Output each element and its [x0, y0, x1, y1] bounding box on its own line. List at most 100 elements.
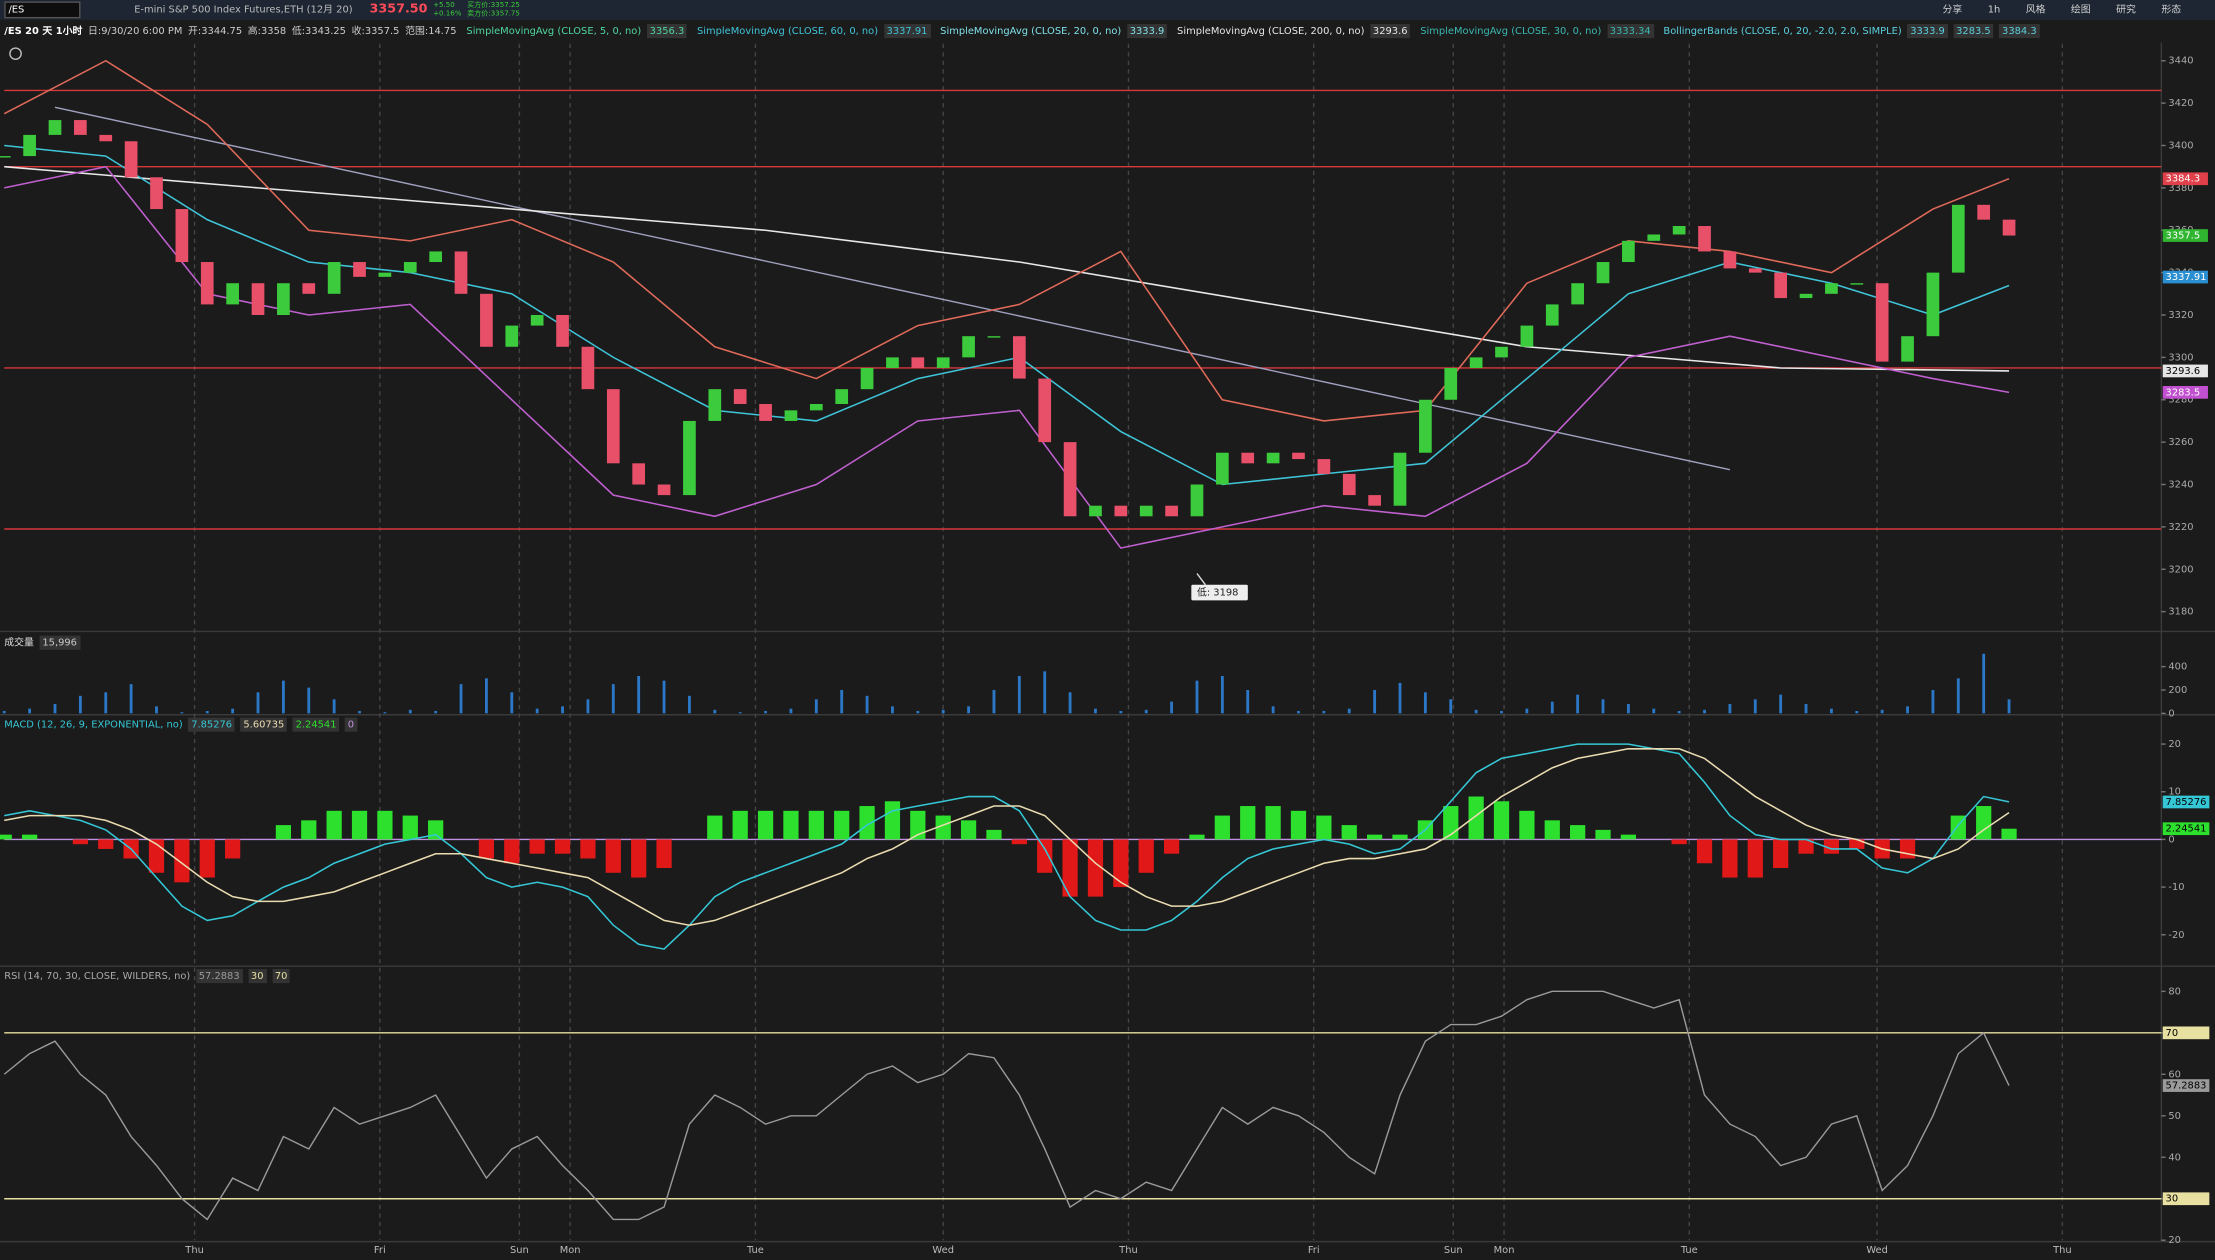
toolbar-button[interactable]: 风格 — [2025, 4, 2046, 16]
study-value: 3293.6 — [1370, 24, 1411, 39]
volume-bar — [535, 708, 539, 714]
candle — [1266, 452, 1280, 464]
study-value: 3337.91 — [883, 24, 931, 39]
volume-bar — [713, 709, 717, 714]
volume-bar — [510, 692, 514, 714]
readout: 7.85276 — [188, 717, 235, 732]
volume-bar — [688, 695, 691, 714]
toolbar-button[interactable]: 绘图 — [2070, 4, 2091, 16]
volume-bar — [586, 699, 590, 714]
toolbar-button[interactable]: 分享 — [1942, 4, 1963, 16]
volume-bar — [764, 711, 767, 714]
histogram-bar — [1037, 839, 1053, 873]
volume-bar — [967, 706, 970, 714]
stat: 日:9/30/20 6:00 PM — [88, 25, 183, 37]
toolbar-button[interactable]: 研究 — [2116, 4, 2136, 16]
histogram-bar — [808, 810, 824, 840]
volume-bar — [1626, 703, 1630, 714]
indicator-line — [4, 165, 2010, 549]
candle — [1799, 293, 1813, 299]
volume-bar — [941, 709, 945, 714]
candle — [0, 156, 11, 158]
histogram-bar — [1849, 839, 1865, 849]
histogram-bar — [1113, 839, 1129, 888]
price-tag — [2162, 385, 2208, 399]
volume-bar — [1094, 708, 1097, 714]
change-percent: +0.16% — [433, 9, 462, 19]
candle — [1469, 357, 1483, 368]
volume-bar — [1677, 711, 1681, 714]
volume-bar — [53, 703, 57, 714]
candle — [987, 336, 1001, 338]
volume-bar — [1500, 711, 1503, 714]
histogram-bar — [732, 810, 748, 840]
x-tick-label: Wed — [1866, 1245, 1888, 1256]
price-tag — [2162, 270, 2208, 284]
toolbar-button[interactable]: 形态 — [2161, 4, 2182, 16]
candle — [606, 389, 620, 464]
x-tick-label: Wed — [932, 1245, 954, 1256]
study-value: 3333.9 — [1907, 24, 1948, 39]
histogram-bar — [478, 839, 495, 859]
volume-bar — [155, 706, 158, 714]
candle — [1216, 452, 1229, 485]
histogram-bar — [1620, 834, 1637, 840]
info-icon[interactable] — [9, 47, 22, 61]
histogram-bar — [98, 839, 114, 849]
volume-bar — [484, 678, 488, 714]
volume-bar — [1170, 701, 1174, 714]
volume-bar — [205, 711, 209, 714]
histogram-bar — [1189, 834, 1205, 840]
histogram-bar — [1392, 834, 1408, 840]
candle — [1063, 442, 1077, 517]
histogram-bar — [1468, 796, 1484, 840]
volume-bar — [1017, 675, 1021, 714]
volume-bar — [1931, 689, 1935, 714]
y-tick-label: 50 — [2168, 1111, 2181, 1122]
macd-line — [4, 748, 2010, 927]
candle — [1647, 234, 1661, 241]
macd-line — [4, 743, 2010, 950]
candle — [1875, 283, 1889, 362]
candle — [1038, 378, 1052, 443]
histogram-bar — [1519, 810, 1535, 840]
volume-bar — [434, 711, 438, 714]
candle — [1926, 272, 1940, 337]
pane-header: MACD (12, 26, 9, EXPONENTIAL, no) 7.85276… — [0, 716, 2215, 733]
toolbar-button[interactable]: 1h — [1987, 4, 2001, 16]
y-tick-label: 3320 — [2168, 310, 2193, 321]
price-tag-label: 3357.5 — [2166, 231, 2201, 242]
pane-title: RSI (14, 70, 30, CLOSE, WILDERS, no) — [4, 970, 191, 982]
readout: 30 — [248, 969, 267, 984]
study-value: 3384.3 — [1999, 24, 2040, 39]
value-tag — [2162, 1192, 2210, 1206]
candle — [1089, 505, 1102, 517]
histogram-bar — [22, 834, 38, 840]
value-tag-label: 7.85276 — [2166, 797, 2207, 808]
histogram-bar — [504, 839, 520, 864]
histogram-bar — [554, 839, 571, 854]
histogram-bar — [1696, 839, 1713, 864]
y-tick-label: 3380 — [2168, 183, 2193, 194]
candle — [74, 120, 87, 135]
volume-bar — [891, 706, 894, 714]
histogram-bar — [783, 810, 799, 840]
value-tag — [2162, 822, 2210, 836]
candle — [1317, 459, 1331, 474]
candle — [835, 389, 849, 404]
symbol-input[interactable]: /ES — [4, 1, 81, 19]
study-value: 3283.5 — [1953, 24, 1994, 39]
candle — [1139, 505, 1153, 517]
histogram-bar — [1163, 839, 1180, 854]
volume-bar — [814, 699, 818, 714]
volume-bar — [332, 699, 336, 714]
histogram-bar — [275, 825, 292, 840]
y-tick-label: 400 — [2168, 662, 2187, 673]
candle — [48, 120, 62, 135]
candle — [226, 283, 239, 305]
y-tick-label: 3300 — [2168, 352, 2193, 363]
stat: 范围:14.75 — [405, 25, 457, 37]
study-value: 3356.3 — [646, 24, 688, 39]
volume-bar — [662, 680, 666, 714]
